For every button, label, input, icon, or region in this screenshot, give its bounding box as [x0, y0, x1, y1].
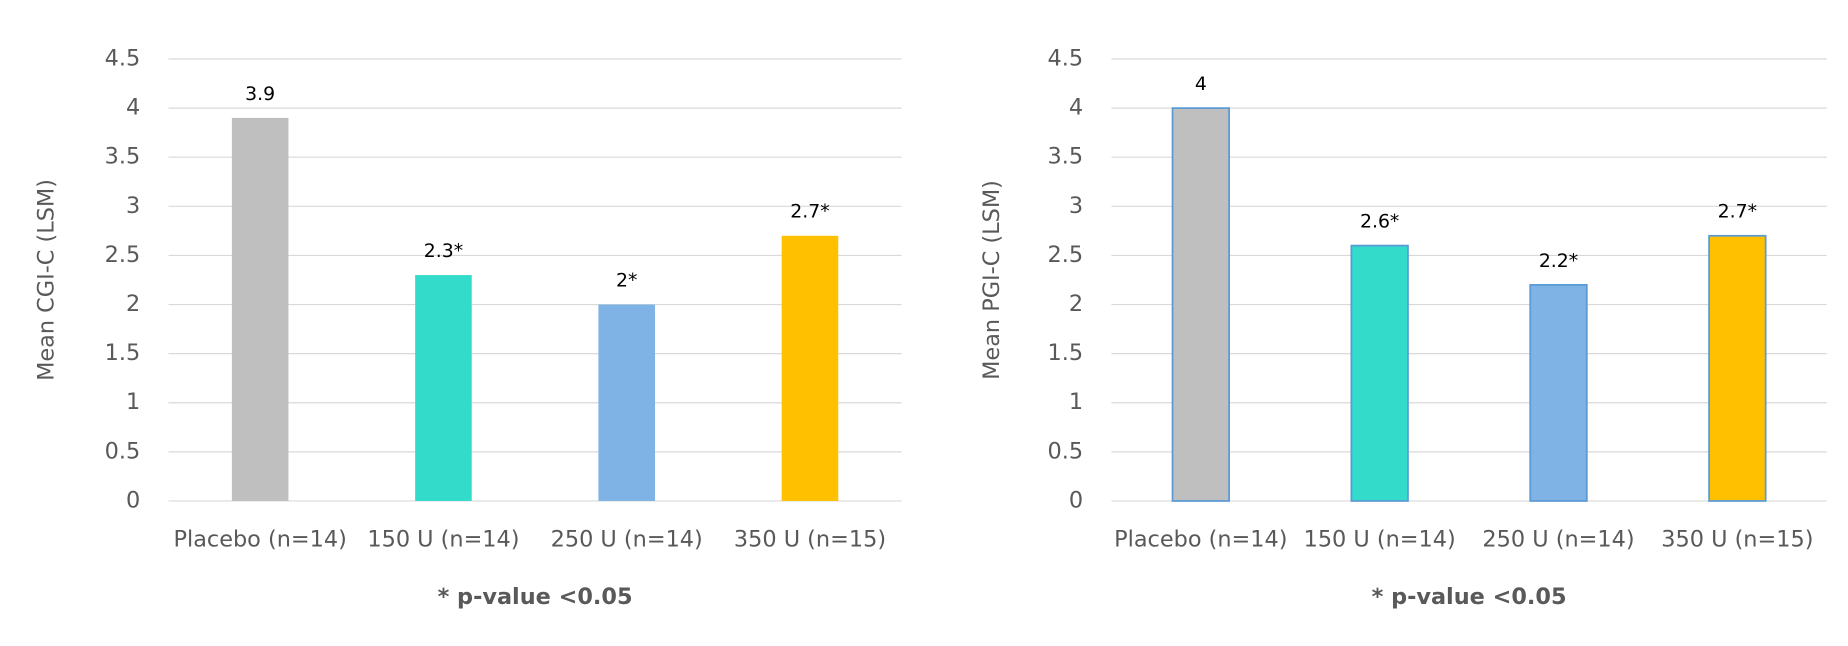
note: * p-value <0.05 [438, 584, 633, 610]
y-tick-label: 2.5 [1048, 242, 1084, 268]
value-label: 2.6* [1360, 212, 1399, 233]
bar [415, 275, 472, 501]
y-tick-label: 4 [1069, 95, 1083, 121]
x-tick-label: 250 U (n=14) [551, 526, 703, 552]
value-label: 2.7* [790, 202, 829, 223]
y-tick-label: 0.5 [1048, 438, 1084, 464]
y-axis-label: Mean PGI-C (LSM) [979, 180, 1005, 380]
bar [1708, 234, 1767, 502]
y-tick-label: 0 [126, 487, 140, 513]
y-tick-label: 2 [1069, 291, 1083, 317]
y-tick-label: 1.5 [105, 340, 141, 366]
value-label: 3.9 [245, 84, 275, 105]
y-axis-label: Mean CGI-C (LSM) [34, 179, 60, 381]
value-label: 2.2* [1539, 251, 1578, 272]
bar [231, 117, 289, 501]
value-label: 2.7* [1718, 202, 1757, 223]
y-tick-label: 0.5 [105, 438, 141, 464]
bar [598, 304, 655, 501]
x-tick-label: 350 U (n=15) [1661, 526, 1813, 552]
y-tick-label: 4.5 [1048, 46, 1084, 72]
y-tick-label: 4 [126, 95, 140, 121]
y-tick-label: 1.5 [1048, 340, 1084, 366]
x-tick-label: 150 U (n=14) [367, 526, 519, 552]
value-label: 2* [616, 270, 637, 291]
x-tick-label: 150 U (n=14) [1304, 526, 1456, 552]
y-tick-label: 3.5 [105, 144, 141, 170]
x-tick-label: Placebo (n=14) [1114, 526, 1287, 552]
x-tick-label: Placebo (n=14) [173, 526, 346, 552]
bar [1171, 107, 1230, 502]
value-label: 2.3* [424, 241, 463, 262]
value-label: 4 [1195, 74, 1207, 95]
y-tick-label: 1 [1069, 389, 1083, 415]
y-tick-label: 2 [126, 291, 140, 317]
bar [1350, 244, 1409, 502]
x-tick-label: 350 U (n=15) [734, 526, 886, 552]
y-tick-label: 3 [1069, 193, 1083, 219]
bar [1529, 284, 1588, 502]
y-tick-label: 1 [126, 389, 140, 415]
x-tick-label: 250 U (n=14) [1482, 526, 1634, 552]
y-tick-label: 3 [126, 193, 140, 219]
y-tick-label: 4.5 [105, 46, 141, 72]
bar [781, 235, 839, 501]
y-tick-label: 2.5 [105, 242, 141, 268]
y-tick-label: 3.5 [1048, 144, 1084, 170]
y-tick-label: 0 [1069, 487, 1083, 513]
note: * p-value <0.05 [1372, 584, 1567, 610]
